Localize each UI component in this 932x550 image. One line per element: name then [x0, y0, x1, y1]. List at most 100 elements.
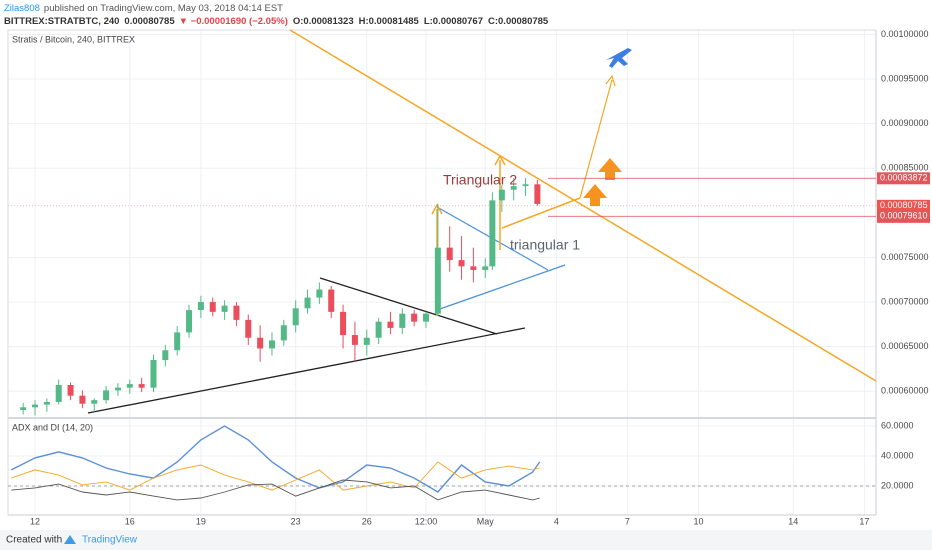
- y-tick-label: 0.00070000: [881, 296, 929, 306]
- candle-body: [387, 321, 394, 328]
- support-line: [87, 327, 526, 414]
- candle-body: [534, 184, 541, 204]
- last-price: 0.00080785: [124, 16, 175, 27]
- x-tick-label: 23: [291, 516, 301, 526]
- y-tick-label: 0.00060000: [881, 386, 929, 396]
- y-tick-label: 0.00100000: [881, 29, 929, 39]
- y-tick-label: 0.00095000: [881, 73, 929, 83]
- indicator-line: [11, 479, 540, 501]
- candle-body: [55, 384, 62, 402]
- candle-body: [245, 319, 252, 338]
- candle-body: [221, 305, 228, 312]
- header-line: Zilas808 published on TradingView.com, Ma…: [4, 3, 283, 14]
- indicator-pane-title: ADX and DI (14, 20): [12, 422, 93, 432]
- candle-body: [375, 321, 382, 338]
- y-tick-label: 0.00075000: [881, 252, 929, 262]
- close: C:0.00080785: [488, 16, 549, 27]
- candle-body: [328, 289, 335, 312]
- candle-body: [32, 404, 39, 408]
- candle-body: [498, 189, 505, 201]
- drawings: [87, 29, 877, 414]
- downtrend-line: [289, 29, 877, 382]
- x-tick-label: 12:00: [415, 516, 438, 526]
- y-tick-label: 20.0000: [881, 480, 914, 490]
- candle-body: [20, 407, 27, 410]
- x-tick-label: 7: [625, 516, 630, 526]
- candle-body: [103, 390, 110, 401]
- published: published on TradingView.com, May 03, 20…: [44, 3, 283, 14]
- candle-body: [292, 308, 299, 326]
- candle-body: [114, 387, 121, 391]
- plane-icon: [606, 48, 632, 68]
- candle-body: [209, 302, 216, 312]
- candle-body: [67, 384, 74, 396]
- candle-body: [399, 313, 406, 328]
- candle-body: [510, 186, 517, 190]
- price-label: 0.00083872: [880, 173, 928, 183]
- triangle-2-lower: [501, 197, 581, 229]
- candle-body: [351, 335, 358, 345]
- indicator-line: [10, 425, 541, 493]
- candle-body: [458, 260, 465, 267]
- arrow-head: [605, 74, 616, 87]
- price-label-box: [877, 199, 930, 212]
- x-tick-label: 10: [694, 516, 704, 526]
- y-tick-label: 0.00085000: [881, 163, 929, 173]
- candle-body: [470, 266, 477, 270]
- y-tick-label: 0.00090000: [881, 118, 929, 128]
- author-link[interactable]: Zilas808: [4, 3, 40, 14]
- footer-bar: [0, 530, 932, 550]
- x-tick-label: 26: [362, 516, 372, 526]
- y-tick-label: 0.00065000: [881, 341, 929, 351]
- candle-body: [363, 337, 370, 345]
- candle-body: [197, 302, 204, 311]
- footer-created: Created with: [6, 535, 62, 546]
- price-label: 0.00079610: [880, 211, 928, 221]
- price-label: 0.00080785: [880, 200, 928, 210]
- up-arrow-icon: [583, 184, 607, 206]
- candle-body: [162, 350, 169, 361]
- candle-body: [43, 401, 50, 405]
- candle-body: [423, 313, 430, 322]
- candle-body: [434, 247, 441, 314]
- candle-body: [316, 289, 323, 298]
- triangle-1-lower: [436, 264, 566, 311]
- low: L:0.00080767: [424, 16, 483, 27]
- up-arrow-icon: [598, 158, 622, 180]
- resistance-line: [319, 277, 498, 335]
- candle-body: [482, 266, 489, 270]
- arrow-head: [494, 154, 506, 166]
- y-tick-label: 40.0000: [881, 450, 914, 460]
- candle-body: [522, 184, 529, 187]
- candle-body: [446, 247, 453, 261]
- candle-body: [138, 384, 145, 388]
- candle-body: [411, 313, 418, 322]
- footer-brand[interactable]: TradingView: [82, 535, 138, 546]
- quote-line: BITTREX:STRATBTC, 240 0.00080785 ▼ −0.0000…: [4, 16, 549, 27]
- candle-body: [280, 325, 287, 341]
- candle-body: [174, 332, 181, 351]
- price-label-box: [877, 210, 930, 223]
- arrow-head: [431, 203, 443, 215]
- y-tick-label: 60.0000: [881, 420, 914, 430]
- x-tick-label: 12: [30, 516, 40, 526]
- symbol: BITTREX:STRATBTC, 240: [4, 16, 119, 27]
- annotation: Triangular 2: [443, 172, 517, 188]
- x-tick-label: 14: [788, 516, 798, 526]
- candle-body: [340, 311, 347, 336]
- x-tick-label: May: [477, 516, 495, 526]
- change: ▼ −0.00001690 (−2.05%): [179, 16, 288, 27]
- x-tick-label: 19: [196, 516, 206, 526]
- x-tick-label: 16: [125, 516, 135, 526]
- brand-logo: [64, 535, 76, 544]
- price-label-box: [877, 172, 930, 185]
- candle-body: [489, 200, 496, 267]
- high: H:0.00081485: [359, 16, 420, 27]
- candle-body: [91, 400, 98, 404]
- candle-body: [257, 337, 264, 349]
- candle-body: [150, 360, 157, 388]
- open: O:0.00081323: [293, 16, 354, 27]
- candle-body: [79, 395, 86, 404]
